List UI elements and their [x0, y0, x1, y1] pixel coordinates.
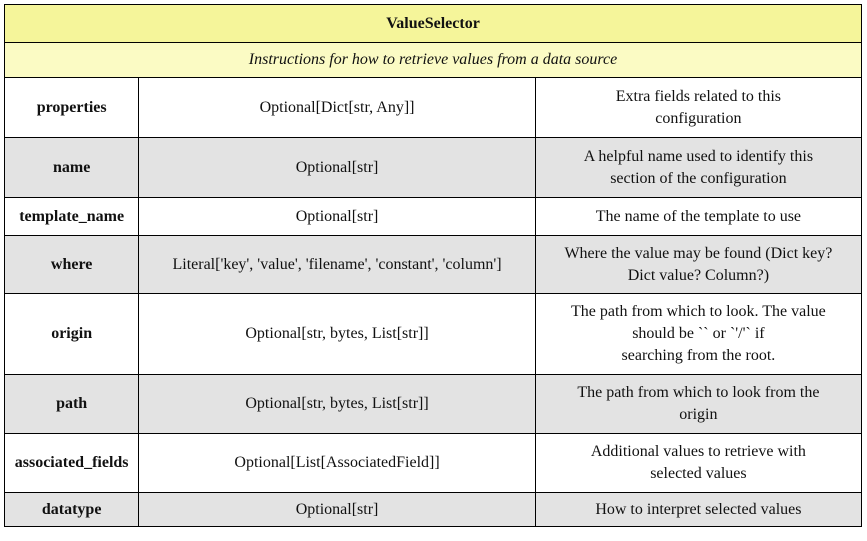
field-type: Optional[str] [138, 492, 536, 527]
field-name: name [3, 137, 140, 198]
description-line: The path from which to look from the [577, 384, 820, 401]
field-name: origin [3, 293, 140, 375]
table-title: ValueSelector [4, 4, 862, 43]
field-description: A helpful name used to identify this sec… [534, 137, 863, 198]
description-line: The name of the template to use [595, 207, 802, 225]
field-description: Where the value may be found (Dict key? … [534, 235, 863, 294]
table-row: template_name Optional[str] The name of … [3, 197, 863, 236]
table-row: origin Optional[str, bytes, List[str]] T… [3, 293, 863, 375]
description-line: selected values [650, 465, 747, 482]
description-line: should be `` or `'/'` if [632, 325, 765, 342]
field-type: Literal['key', 'value', 'filename', 'con… [138, 235, 536, 294]
description-line: origin [679, 406, 718, 423]
description-line: section of the configuration [610, 169, 787, 187]
field-name: properties [3, 77, 140, 138]
description-line: Additional values to retrieve with [590, 443, 806, 460]
field-description: The path from which to look from the ori… [534, 374, 863, 434]
field-type: Optional[str] [138, 137, 536, 198]
table-subtitle: Instructions for how to retrieve values … [4, 42, 862, 78]
table-row: datatype Optional[str] How to interpret … [3, 492, 863, 527]
title-row: ValueSelector [4, 4, 862, 43]
description-line: searching from the root. [621, 347, 776, 364]
field-type: Optional[List[AssociatedField]] [138, 433, 536, 493]
field-description: How to interpret selected values [534, 492, 863, 527]
field-name: path [3, 374, 140, 434]
description-line: A helpful name used to identify this [583, 147, 814, 165]
description-line: The path from which to look. The value [571, 303, 826, 320]
field-name: associated_fields [3, 433, 140, 493]
description-line: Dict value? Column?) [627, 266, 770, 284]
description-line: How to interpret selected values [595, 500, 802, 518]
value-selector-table-container: ValueSelector Instructions for how to re… [3, 4, 863, 527]
table-row: associated_fields Optional[List[Associat… [3, 433, 863, 493]
description-line: Where the value may be found (Dict key? [564, 244, 833, 262]
value-selector-table: ValueSelector Instructions for how to re… [3, 4, 863, 527]
field-description: Additional values to retrieve with selec… [534, 433, 863, 493]
field-type: Optional[str] [138, 197, 536, 236]
field-description: The path from which to look. The value s… [534, 293, 863, 375]
description-line: configuration [655, 109, 742, 127]
table-row: where Literal['key', 'value', 'filename'… [3, 235, 863, 294]
field-description: Extra fields related to this configurati… [534, 77, 863, 138]
subtitle-row: Instructions for how to retrieve values … [4, 42, 862, 78]
field-description: The name of the template to use [534, 197, 863, 236]
table-row: path Optional[str, bytes, List[str]] The… [3, 374, 863, 434]
table-row: properties Optional[Dict[str, Any]] Extr… [3, 77, 863, 138]
field-type: Optional[str, bytes, List[str]] [138, 293, 536, 375]
field-name: where [3, 235, 140, 294]
field-type: Optional[Dict[str, Any]] [138, 77, 536, 138]
field-name: datatype [3, 492, 140, 527]
table-row: name Optional[str] A helpful name used t… [3, 137, 863, 198]
field-type: Optional[str, bytes, List[str]] [138, 374, 536, 434]
description-line: Extra fields related to this [615, 87, 782, 105]
field-name: template_name [3, 197, 140, 236]
